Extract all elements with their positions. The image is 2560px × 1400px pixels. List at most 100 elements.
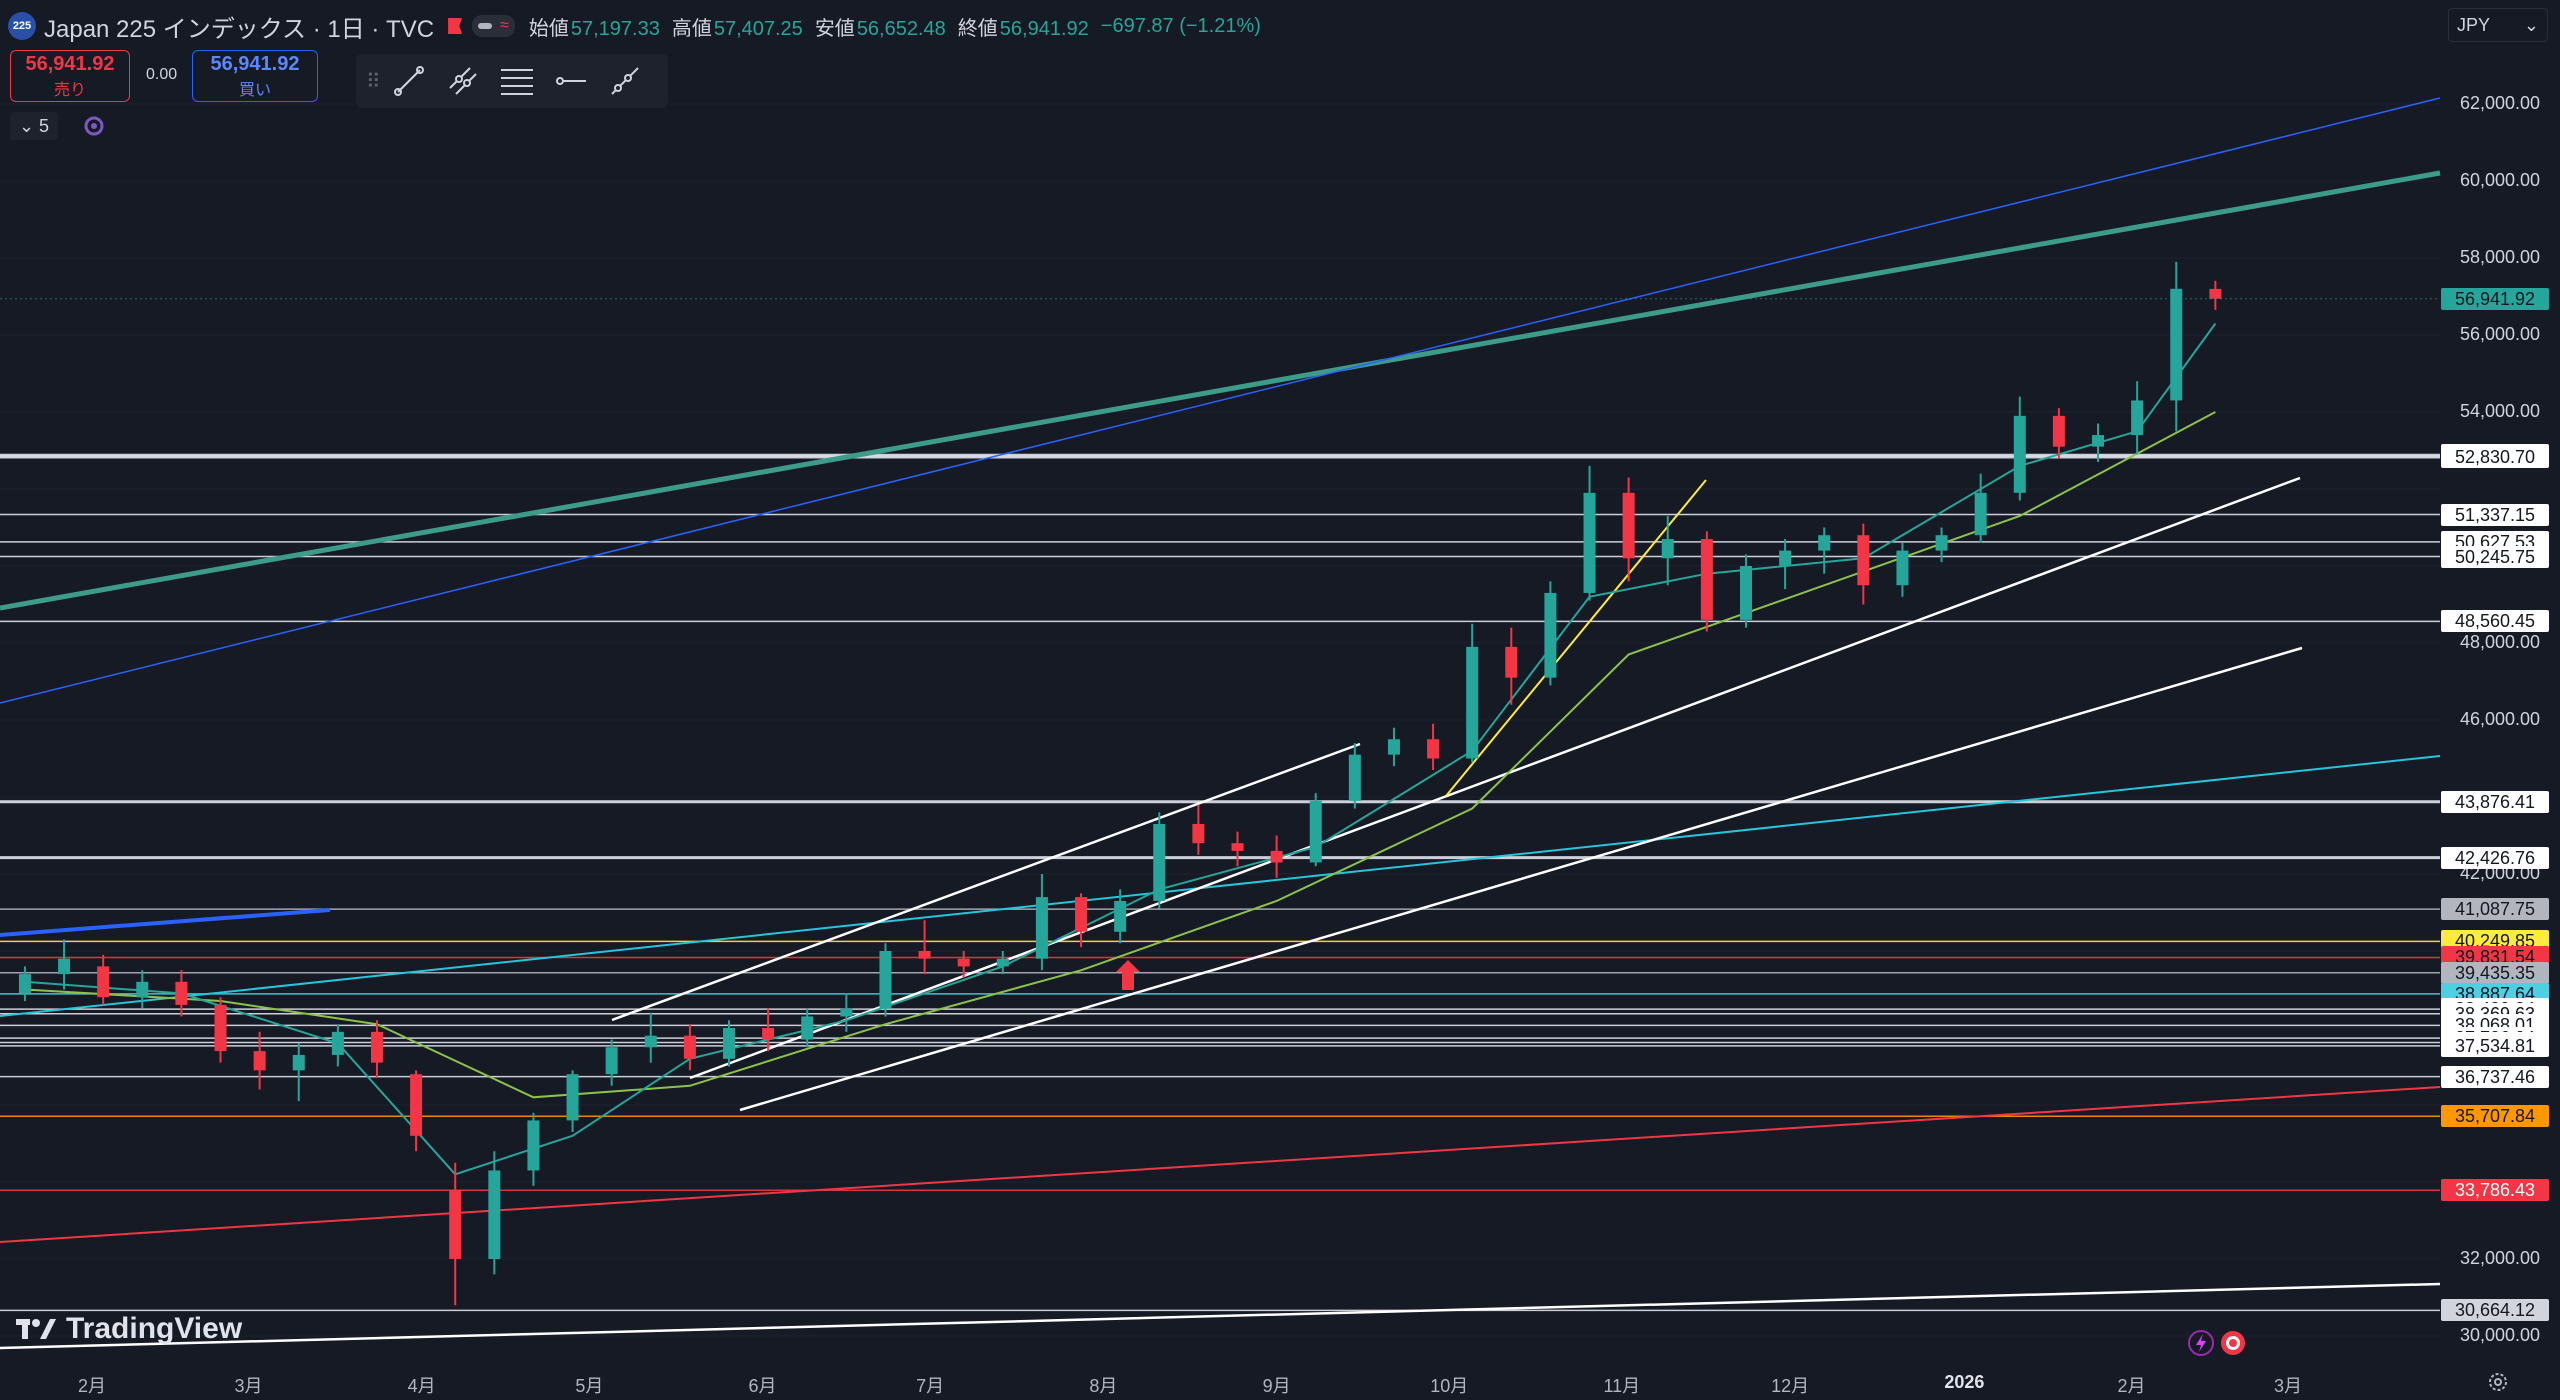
symbol-header: 225 Japan 225 インデックス · 1日 · TVC ≈ 始値 57,1…: [8, 10, 1261, 43]
candle-body: [1035, 897, 1048, 959]
candle: [58, 939, 71, 990]
candle: [1387, 727, 1400, 767]
candle-body: [2092, 435, 2105, 447]
lightning-alert-icon[interactable]: [2188, 1330, 2214, 1356]
price-axis-tick: 60,000.00: [2459, 170, 2541, 190]
price-level-label: 37,534.81: [2441, 1034, 2549, 1057]
price-axis-tick: 46,000.00: [2459, 709, 2541, 729]
moving-averages: [24, 322, 2217, 1176]
sync-icon[interactable]: [82, 114, 106, 138]
price-axis-tick: 58,000.00: [2459, 247, 2541, 267]
candle-body: [58, 958, 71, 975]
candle-body: [1661, 539, 1674, 559]
candle: [723, 1020, 736, 1067]
candle-body: [18, 974, 31, 994]
blue-short-line: [0, 908, 331, 937]
candle: [1583, 465, 1596, 601]
tradingview-logo[interactable]: TradingView: [16, 1312, 242, 1346]
symbol-title[interactable]: Japan 225 インデックス · 1日 · TVC: [44, 15, 435, 43]
channel-middle-line: [689, 476, 2301, 1080]
candle-body: [566, 1074, 579, 1121]
candle: [1231, 831, 1244, 867]
buy-button[interactable]: 56,941.92 買い: [192, 50, 318, 102]
time-axis-tick: 2月: [2117, 1376, 2146, 1396]
indicators-collapse-button[interactable]: ⌄ 5: [10, 112, 58, 140]
drag-handle-icon[interactable]: ⠿: [366, 70, 381, 93]
sell-label: 売り: [53, 81, 86, 99]
candle: [879, 943, 892, 1017]
candle: [605, 1039, 618, 1086]
flag-icon[interactable]: [448, 18, 463, 34]
channel-upper-line: [611, 742, 1361, 1022]
horizontal-ray-tool-icon[interactable]: [544, 59, 598, 103]
time-axis-tick: 10月: [1430, 1376, 1469, 1396]
candle-body: [488, 1170, 501, 1259]
cyan-trend-line: [0, 755, 2441, 1017]
candle: [1896, 542, 1909, 597]
price-axis-tick: 30,000.00: [2459, 1325, 2541, 1345]
sell-button[interactable]: 56,941.92 売り: [10, 50, 130, 102]
candle: [644, 1012, 657, 1063]
candle: [2052, 408, 2065, 459]
candle: [2170, 261, 2183, 432]
candle-body: [175, 981, 188, 1005]
currency-value: JPY: [2457, 14, 2491, 35]
candle: [566, 1070, 579, 1132]
candle: [1935, 527, 1948, 563]
candle-body: [1700, 539, 1713, 620]
gear-icon[interactable]: [2486, 1370, 2510, 1394]
arrow-up-marker: [1116, 960, 1140, 990]
candle: [1192, 804, 1205, 855]
indicator-toggle[interactable]: ≈: [472, 15, 515, 37]
candle: [1544, 581, 1557, 686]
candle-body: [762, 1028, 775, 1040]
candle-body: [1309, 800, 1322, 863]
candle: [488, 1151, 501, 1275]
candle: [996, 951, 1009, 975]
candle: [762, 1008, 775, 1052]
candle-body: [1387, 739, 1400, 755]
trend-line-tool-icon[interactable]: [382, 59, 436, 103]
chart-grid: [0, 103, 2440, 1337]
candle-body: [1153, 823, 1166, 901]
currency-select[interactable]: JPY ⌄: [2448, 8, 2548, 42]
parallel-channel-tool-icon[interactable]: [436, 59, 490, 103]
candle-body: [370, 1031, 383, 1063]
candle-body: [1075, 897, 1088, 932]
candle: [2131, 381, 2144, 455]
ray-tool-icon[interactable]: [598, 59, 652, 103]
candle-body: [1544, 592, 1557, 678]
yellow-impulse-line: [1445, 479, 1707, 797]
candle: [1348, 743, 1361, 809]
symbol-logo[interactable]: 225: [8, 12, 36, 40]
candle-body: [1192, 823, 1205, 844]
candle-body: [214, 1004, 227, 1052]
candle-body: [1270, 850, 1283, 863]
candle: [1739, 554, 1752, 628]
ohlc-open: 始値 57,197.33: [528, 17, 660, 40]
candle-body: [801, 1016, 814, 1040]
record-icon[interactable]: [2220, 1330, 2246, 1356]
candle-body: [2170, 288, 2183, 401]
price-axis-tick: 48,000.00: [2459, 632, 2541, 652]
candle-body: [2013, 415, 2026, 493]
chevron-down-icon: ⌄: [2523, 14, 2539, 35]
candle: [175, 970, 188, 1017]
candle-body: [1231, 843, 1244, 851]
candle-body: [1583, 492, 1596, 593]
candle-body: [2209, 288, 2222, 299]
price-level-label: 52,830.70: [2441, 446, 2549, 469]
price-level-label: 51,337.15: [2441, 503, 2549, 526]
time-axis-tick: 6月: [748, 1376, 777, 1396]
candle: [1075, 893, 1088, 948]
channel-lower-line: [739, 646, 2303, 1112]
candle-body: [1935, 535, 1948, 551]
fib-retracement-tool-icon[interactable]: [490, 59, 544, 103]
price-axis-tick: 54,000.00: [2459, 401, 2541, 421]
drawing-overlays: [0, 298, 2440, 990]
candle: [1153, 812, 1166, 909]
ohlc-change: −697.87 (−1.21%): [1100, 14, 1261, 37]
candle: [1505, 627, 1518, 705]
time-axis-tick: 2月: [78, 1376, 107, 1396]
